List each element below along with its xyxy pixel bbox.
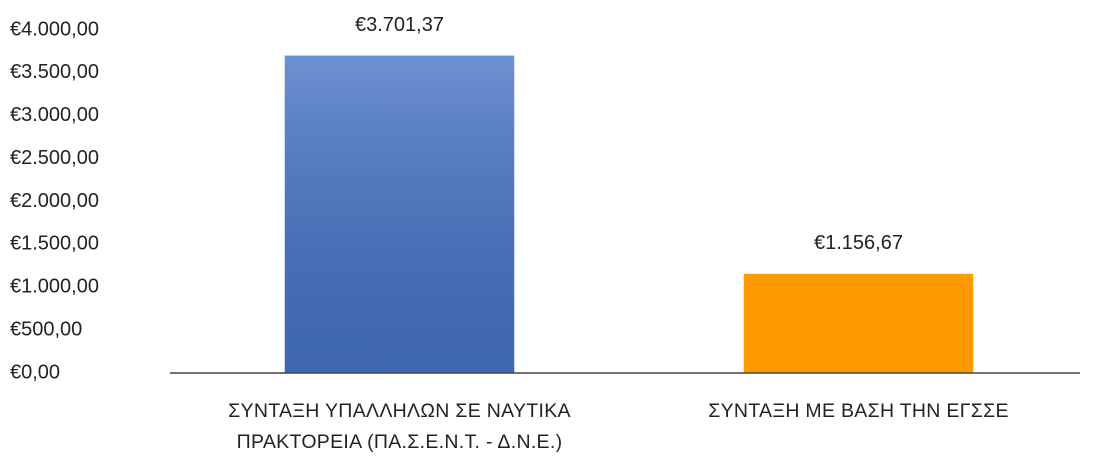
x-tick-label: ΣΥΝΤΑΞΗ ΜΕ ΒΑΣΗ ΤΗΝ ΕΓΣΣΕ (708, 400, 1009, 422)
y-tick-label: €2.500,00 (10, 147, 99, 169)
y-tick-label: €2.000,00 (10, 190, 99, 212)
bar-shade (284, 55, 515, 374)
y-tick-label: €4.000,00 (10, 18, 99, 40)
bar (743, 273, 974, 373)
y-tick-label: €1.500,00 (10, 233, 99, 255)
data-label: €1.156,67 (814, 232, 903, 254)
x-tick-label: ΣΥΝΤΑΞΗ ΥΠΑΛΛΗΛΩΝ ΣΕ ΝΑΥΤΙΚΑ ΠΡΑΚΤΟΡΕΙΑ … (228, 400, 571, 453)
y-tick-label: €3.500,00 (10, 61, 99, 83)
y-tick-label: €500,00 (10, 318, 82, 340)
y-tick-label: €0,00 (10, 361, 60, 383)
y-tick-label: €3.000,00 (10, 104, 99, 126)
data-label: €3.701,37 (355, 14, 444, 36)
y-tick-label: €1.000,00 (10, 276, 99, 298)
